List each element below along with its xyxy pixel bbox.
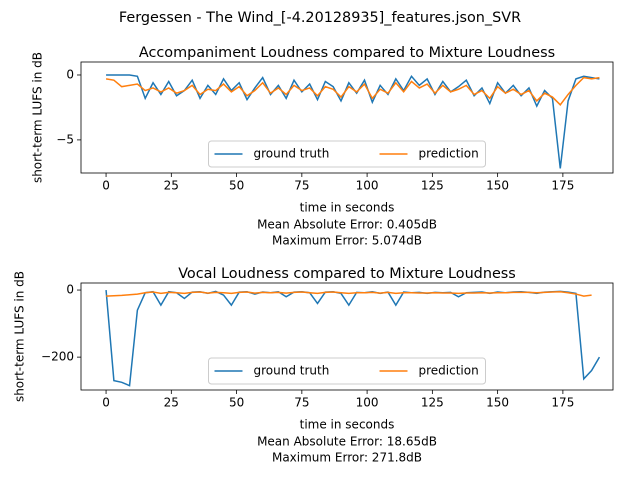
legend: ground truth prediction [208,357,486,385]
series-line [106,74,600,169]
x-tick-label: 0 [102,396,110,410]
x-tick-label: 75 [294,179,309,193]
annotation: Mean Absolute Error: 18.65dB [257,435,437,449]
x-tick-label: 50 [229,179,244,193]
axes-frame [80,282,614,391]
figure-title: Fergessen - The Wind_[-4.20128935]_featu… [119,10,521,26]
y-tick-label: −5 [56,132,74,146]
y-axis-label: short-term LUFS in dB [13,271,27,402]
legend-frame [208,357,486,385]
x-tick-label: 100 [356,179,379,193]
annotation: Maximum Error: 271.8dB [272,451,422,465]
annotation: Mean Absolute Error: 0.405dB [257,218,437,232]
series-line [105,76,600,106]
legend-label: prediction [419,364,479,378]
y-tick-label: −200 [41,350,74,364]
axes-title: Vocal Loudness compared to Mixture Loudn… [178,266,516,282]
series-line [106,290,592,297]
y-axis-label: short-term LUFS in dB [31,52,45,183]
x-tick-label: 25 [164,396,179,410]
x-tick-label: 125 [421,396,444,410]
x-tick-label: 50 [229,396,244,410]
axes-frame [80,61,614,174]
legend: ground truth prediction [208,140,486,168]
legend-label: prediction [419,147,479,161]
x-tick-label: 100 [356,396,379,410]
x-tick-label: 175 [551,179,574,193]
x-axis-label: time in seconds [300,418,395,432]
y-tick-label: 0 [66,283,74,297]
annotation: Maximum Error: 5.074dB [272,234,422,248]
x-tick-label: 75 [294,396,309,410]
axes-title: Accompaniment Loudness compared to Mixtu… [139,45,555,61]
x-tick-label: 125 [421,179,444,193]
x-tick-label: 175 [551,396,574,410]
legend-label: ground truth [254,364,330,378]
x-tick-label: 150 [486,179,509,193]
legend-frame [208,140,486,168]
x-tick-label: 150 [486,396,509,410]
legend-label: ground truth [254,147,330,161]
y-tick-label: 0 [66,67,74,81]
x-tick-label: 25 [164,179,179,193]
x-tick-label: 0 [102,179,110,193]
x-axis-label: time in seconds [300,201,395,215]
